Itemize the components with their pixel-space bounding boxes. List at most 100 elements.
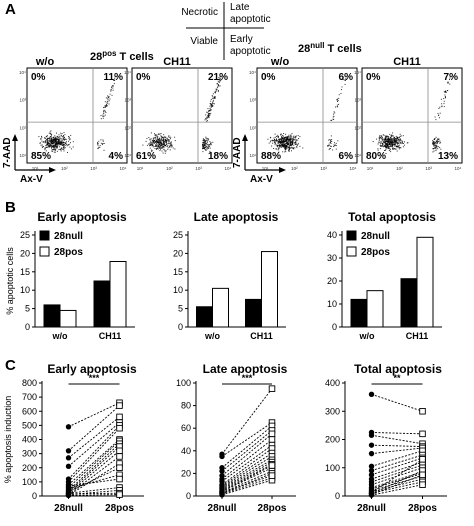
flow-plot-frame xyxy=(361,67,463,164)
legend-swatch-28null xyxy=(346,230,357,241)
point-28pos xyxy=(419,408,426,415)
paired-line xyxy=(68,446,120,493)
quadrant-ul-percent: 0% xyxy=(261,72,276,83)
quadrant-ul-percent: 0% xyxy=(136,72,151,83)
bar-chart-late: Late apoptosis 0 5 10 15 20 25 w/o CH11 xyxy=(173,210,286,341)
cond-ch11-28null: CH11 xyxy=(393,56,421,68)
paired-chart-total: Total apoptosis 0 100 200 300 400 28null 28pos *… xyxy=(325,362,447,514)
point-28null xyxy=(368,450,375,457)
bar-28null-CH11 xyxy=(93,280,111,328)
x-tick-label: CH11 xyxy=(99,331,122,341)
y-tick-label: 40 xyxy=(181,446,191,456)
paired-line xyxy=(371,450,423,467)
flow-y-tick-label: 10³ xyxy=(249,98,256,103)
paired-line xyxy=(68,416,120,459)
y-tick-label: 5 xyxy=(178,304,183,314)
y-tick-label: 100 xyxy=(325,463,340,473)
flow-plot-28pos-ch11: 0% 21% 61% 18% 10¹ 10¹ 10² 10² 10³ 10³ 10⁴ 10⁴ xyxy=(124,67,233,171)
bar-28pos-w/o xyxy=(212,287,229,328)
flow-y-tick-label: 10³ xyxy=(124,98,131,103)
x-tick-label: w/o xyxy=(359,331,376,341)
y-tick-label: 0 xyxy=(332,322,337,332)
y-tick-label: 20 xyxy=(181,468,191,478)
flow-x-tick-label: 10² xyxy=(291,166,298,171)
y-tick-label: 10 xyxy=(20,285,30,295)
point-28null xyxy=(65,455,72,461)
flow-events xyxy=(267,78,347,153)
point-28null xyxy=(368,467,375,474)
y-tick-label: 400 xyxy=(325,378,340,388)
flow-plot-frame xyxy=(256,67,358,164)
point-28null xyxy=(65,492,72,498)
paired-line xyxy=(221,425,273,469)
paired-line xyxy=(371,472,423,490)
point-28pos xyxy=(419,456,426,463)
point-28null xyxy=(368,463,375,470)
paired-chart-title: Late apoptosis xyxy=(203,362,288,376)
y-tick-label: 5 xyxy=(25,304,30,314)
flow-y-tick-label: 10¹ xyxy=(249,153,256,158)
flow-x-tick-label: 10⁴ xyxy=(225,166,232,171)
y-tick-label: 0 xyxy=(335,491,340,501)
y-tick-label: 30 xyxy=(327,253,337,263)
bar-28pos-CH11 xyxy=(416,236,434,328)
paired-line xyxy=(221,467,273,492)
legend-label-28pos: 28pos xyxy=(54,247,83,258)
flow-y-tick-label: 10² xyxy=(354,125,361,130)
legend-swatch-28null xyxy=(39,230,50,241)
point-28pos xyxy=(268,430,276,438)
quadrant-lr-percent: 6% xyxy=(339,151,354,162)
group-header-28null: 28null T cells xyxy=(298,41,362,55)
cond-ch11-28pos: CH11 xyxy=(163,56,191,68)
flow-plot-frame xyxy=(131,67,233,164)
flow-events xyxy=(372,77,451,154)
paired-line xyxy=(221,439,273,480)
quadrant-ur-percent: 7% xyxy=(444,72,459,83)
bar-28null-w/o xyxy=(350,298,368,328)
flow-x-tick-label: 10³ xyxy=(425,166,432,171)
flow-x-tick-label: 10¹ xyxy=(367,166,374,171)
paired-line xyxy=(68,463,120,496)
point-28null xyxy=(368,472,375,478)
point-28pos xyxy=(268,462,276,469)
y-tick-label: 400 xyxy=(22,435,37,445)
paired-line xyxy=(68,494,120,496)
x-tick-label: 28pos xyxy=(105,503,134,514)
y-tick-label: 10 xyxy=(327,299,337,309)
paired-line xyxy=(371,454,423,472)
flow-y-tick-label: 10³ xyxy=(354,98,361,103)
legend-label-28null: 28null xyxy=(54,231,83,242)
flow-x-tick-label: 10³ xyxy=(90,166,97,171)
paired-line xyxy=(68,443,120,491)
bar-28null-w/o xyxy=(43,304,61,328)
flow-x-tick-label: 10⁴ xyxy=(120,166,127,171)
y-tick-label: 0 xyxy=(25,322,30,332)
y-tick-label: 100 xyxy=(22,477,37,487)
paired-line xyxy=(371,474,423,496)
quadrant-ll-percent: 80% xyxy=(366,151,386,162)
paired-line xyxy=(221,459,273,489)
paired-line xyxy=(68,474,120,490)
flow-x-tick-label: 10³ xyxy=(195,166,202,171)
paired-line xyxy=(371,475,423,491)
x-tick-label: CH11 xyxy=(406,331,429,341)
quadrant-legend: Necrotic Late apoptotic Viable Early apo… xyxy=(181,2,271,60)
flow-y-tick-label: 10¹ xyxy=(19,153,26,158)
point-28pos xyxy=(268,436,276,443)
flow-x-tick-label: 10² xyxy=(396,166,403,171)
flow-y-tick-label: 10¹ xyxy=(354,153,361,158)
paired-line xyxy=(371,461,423,480)
quadrant-ur-percent: 6% xyxy=(339,72,354,83)
point-28null xyxy=(65,463,72,470)
paired-line xyxy=(221,479,273,496)
paired-line xyxy=(221,465,273,492)
flow-y-tick-label: 10² xyxy=(249,125,256,130)
point-28pos xyxy=(268,472,276,479)
point-28pos xyxy=(116,491,123,498)
flow-x-tick-label: 10¹ xyxy=(137,166,144,171)
point-28null xyxy=(65,483,72,489)
quadrant-ll-percent: 61% xyxy=(136,151,156,162)
